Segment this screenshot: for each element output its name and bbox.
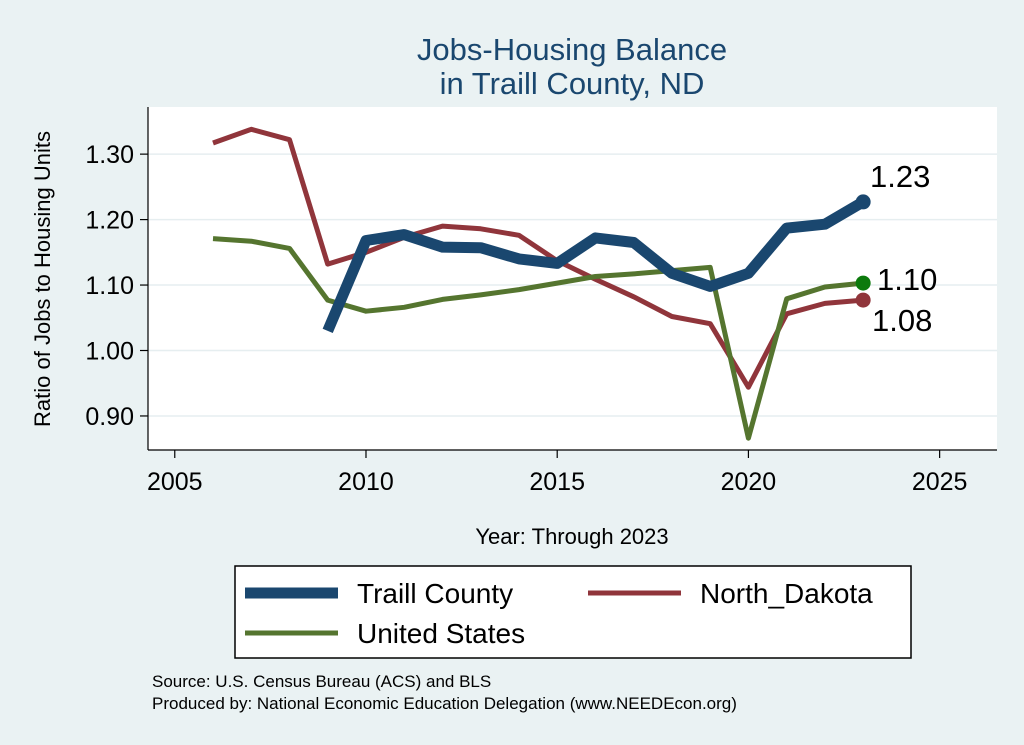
series-line-north-dakota <box>212 126 864 390</box>
end-label-traill-county: 1.23 <box>870 159 930 194</box>
legend-label-united-states: United States <box>357 618 525 649</box>
x-tick-label: 2010 <box>338 468 394 496</box>
legend-label-traill-county: Traill County <box>357 578 513 609</box>
series-line-traill-county <box>322 197 866 334</box>
x-tick-labels: 2005 2010 2015 2020 2025 <box>147 450 967 496</box>
end-marker-united-states <box>855 275 871 291</box>
x-axis-title: Year: Through 2023 <box>475 524 668 549</box>
axes <box>147 107 997 451</box>
end-label-north-dakota: 1.08 <box>872 303 932 338</box>
end-markers <box>855 194 871 308</box>
legend: Traill County North_Dakota United States <box>234 565 912 659</box>
legend-box <box>234 565 912 659</box>
chart-title-line-1: Jobs-Housing Balance <box>417 32 727 67</box>
legend-label-north-dakota: North_Dakota <box>700 578 873 609</box>
end-marker-north-dakota <box>855 292 871 308</box>
y-tick-label: 1.00 <box>85 338 134 366</box>
y-axis-title: Ratio of Jobs to Housing Units <box>30 131 55 427</box>
x-tick-label: 2015 <box>529 468 585 496</box>
x-tick-label: 2025 <box>912 468 968 496</box>
producer-note: Produced by: National Economic Education… <box>152 694 737 713</box>
chart-title-line-2: in Traill County, ND <box>440 66 705 101</box>
y-tick-labels: 0.90 1.00 1.10 1.20 1.30 <box>85 141 148 431</box>
y-tick-label: 1.10 <box>85 272 134 300</box>
series-lines <box>212 126 866 441</box>
y-tick-label: 1.20 <box>85 207 134 235</box>
source-note: Source: U.S. Census Bureau (ACS) and BLS <box>152 672 491 691</box>
x-tick-label: 2020 <box>721 468 777 496</box>
end-marker-traill-county <box>855 194 871 210</box>
x-tick-label: 2005 <box>147 468 203 496</box>
y-tick-label: 0.90 <box>85 403 134 431</box>
series-line-united-states <box>212 236 864 441</box>
end-label-united-states: 1.10 <box>877 262 937 297</box>
y-tick-label: 1.30 <box>85 141 134 169</box>
